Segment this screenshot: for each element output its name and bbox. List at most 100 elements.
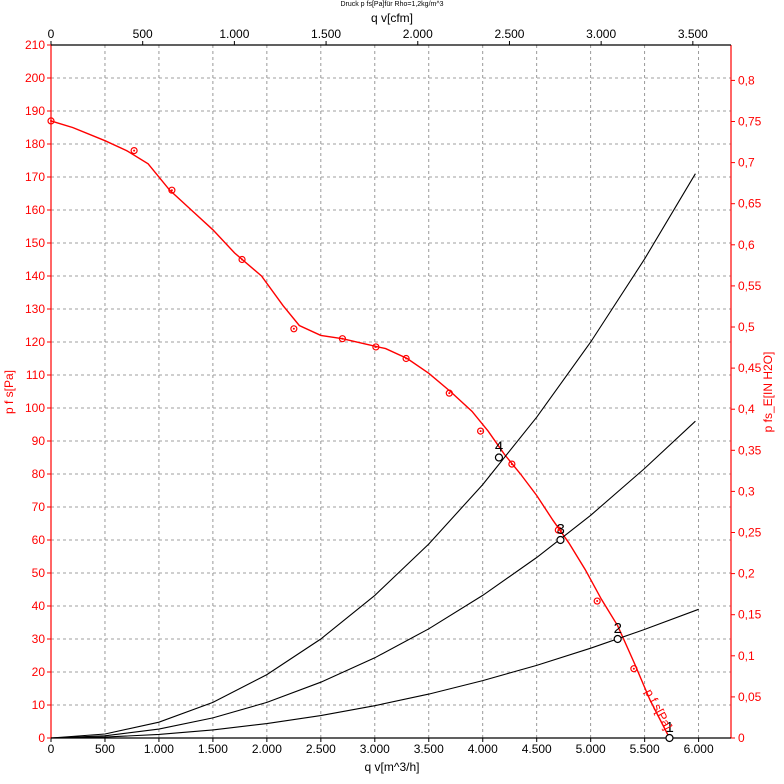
y-left-tick-label: 190 bbox=[25, 104, 45, 118]
y-left-tick-label: 40 bbox=[32, 599, 46, 613]
chart-title: Druck p fs[Pa]für Rho=1,2kg/m^3 bbox=[340, 1, 443, 8]
curve-marker-dot bbox=[241, 258, 244, 261]
x-tick-label: 4.500 bbox=[522, 742, 552, 756]
curve-markers bbox=[47, 117, 638, 673]
curve-marker bbox=[238, 255, 246, 264]
y-left-tick-label: 180 bbox=[25, 137, 45, 151]
curve-marker bbox=[630, 665, 638, 673]
y-right-tick-label: 0,2 bbox=[738, 567, 755, 581]
y-left-tick-label: 0 bbox=[38, 731, 45, 745]
operating-points: 4 3 2 1 bbox=[494, 439, 674, 743]
y-left-tick-label: 170 bbox=[25, 170, 45, 184]
y-left-tick-label: 60 bbox=[32, 533, 46, 547]
grid bbox=[51, 45, 731, 738]
y-right-tick-label: 0,3 bbox=[738, 484, 755, 498]
curve-marker bbox=[593, 597, 601, 605]
y-right-tick-label: 0,65 bbox=[738, 197, 762, 211]
y-left-tick-label: 10 bbox=[32, 698, 46, 712]
operating-point-marker bbox=[665, 733, 674, 743]
curve-marker-dot bbox=[341, 337, 344, 340]
y-left-tick-label: 120 bbox=[25, 335, 45, 349]
y-left-tick-label: 50 bbox=[32, 566, 46, 580]
axes bbox=[47, 41, 735, 742]
curve-marker-dot bbox=[448, 392, 451, 395]
top-tick-label: 1.000 bbox=[219, 27, 249, 41]
curve-marker-dot bbox=[479, 430, 482, 433]
x-tick-label: 1.500 bbox=[198, 742, 228, 756]
curve-marker bbox=[290, 325, 298, 333]
x-axis-title: q v[m^3/h] bbox=[365, 760, 420, 774]
curve-marker-dot bbox=[557, 529, 560, 532]
y-left-tick-label: 80 bbox=[32, 467, 46, 481]
x-tick-label: 2.000 bbox=[252, 742, 282, 756]
y-left-tick-label: 100 bbox=[25, 401, 45, 415]
curve-marker-dot bbox=[292, 327, 295, 330]
top-tick-label: 500 bbox=[133, 27, 153, 41]
y-right-tick-label: 0,4 bbox=[738, 402, 755, 416]
operating-point-marker bbox=[613, 634, 622, 644]
y-axis-left-title: p f s[Pa] bbox=[2, 370, 16, 414]
curve-marker bbox=[508, 460, 516, 468]
y-right-tick-label: 0,75 bbox=[738, 115, 762, 129]
operating-point-label: 4 bbox=[495, 439, 503, 456]
curve-marker bbox=[476, 427, 485, 435]
top-tick-label: 3.500 bbox=[678, 27, 708, 41]
operating-point-label: 3 bbox=[556, 521, 564, 538]
x-tick-label: 3.000 bbox=[360, 742, 390, 756]
x-tick-label: 2.500 bbox=[306, 742, 336, 756]
y-left-tick-label: 150 bbox=[25, 236, 45, 250]
system-curve-3 bbox=[50, 420, 696, 739]
x-tick-label: 4.000 bbox=[468, 742, 498, 756]
top-tick-label: 0 bbox=[48, 27, 55, 41]
curve-marker bbox=[47, 117, 55, 125]
y-right-tick-label: 0,6 bbox=[738, 238, 755, 252]
x-tick-label: 1.000 bbox=[144, 742, 174, 756]
operating-point-marker bbox=[556, 535, 565, 545]
y-left-tick-label: 130 bbox=[25, 302, 45, 316]
curve-marker bbox=[402, 354, 410, 363]
y-left-tick-label: 90 bbox=[32, 434, 46, 448]
top-tick-label: 2.000 bbox=[403, 27, 433, 41]
system-curve-2 bbox=[50, 608, 699, 739]
y-left-tick-label: 200 bbox=[25, 71, 45, 85]
y-right-tick-label: 0 bbox=[738, 731, 745, 745]
top-axis-title: q v[cfm] bbox=[371, 11, 413, 25]
curve-marker-dot bbox=[170, 189, 173, 192]
system-curve-4 bbox=[50, 173, 696, 739]
y-right-tick-label: 0,15 bbox=[738, 608, 762, 622]
curve-marker bbox=[445, 389, 453, 397]
y-left-tick-label: 30 bbox=[32, 632, 46, 646]
y-left-tick-label: 110 bbox=[26, 368, 45, 382]
curve-marker-dot bbox=[374, 345, 377, 348]
operating-point-label: 2 bbox=[614, 620, 622, 637]
curve-marker-dot bbox=[510, 463, 513, 466]
x-tick-label: 5.000 bbox=[576, 742, 606, 756]
y-left-tick-label: 210 bbox=[25, 38, 45, 52]
y-right-tick-label: 0,8 bbox=[738, 73, 755, 87]
operating-point-marker bbox=[494, 453, 504, 462]
y-right-tick-label: 0,7 bbox=[738, 156, 755, 170]
y-right-tick-label: 0,55 bbox=[738, 279, 762, 293]
y-left-tick-label: 20 bbox=[32, 665, 46, 679]
curve-marker-dot bbox=[50, 119, 52, 122]
y-axis-right-title: p fs_E[IN H2O] bbox=[761, 352, 775, 433]
curve-marker bbox=[372, 343, 380, 351]
curve-marker-dot bbox=[133, 149, 136, 152]
curve-marker-dot bbox=[596, 600, 599, 603]
operating-point-label: 1 bbox=[665, 719, 673, 736]
y-left-tick-label: 140 bbox=[25, 269, 45, 283]
top-tick-label: 3.000 bbox=[586, 27, 616, 41]
x-tick-label: 6.000 bbox=[684, 742, 714, 756]
tick-labels: 0 500 1.000 1.500 2.000 2.500 3.000 3.500 4.000 4… bbox=[25, 27, 762, 756]
y-left-tick-label: 70 bbox=[32, 500, 46, 514]
curve-marker bbox=[338, 335, 347, 343]
x-tick-label: 5.500 bbox=[630, 742, 660, 756]
top-tick-label: 1.500 bbox=[311, 27, 341, 41]
x-tick-label: 500 bbox=[95, 742, 115, 756]
curve-marker bbox=[130, 147, 138, 155]
x-tick-label: 3.500 bbox=[414, 742, 444, 756]
curve-marker bbox=[554, 526, 562, 534]
